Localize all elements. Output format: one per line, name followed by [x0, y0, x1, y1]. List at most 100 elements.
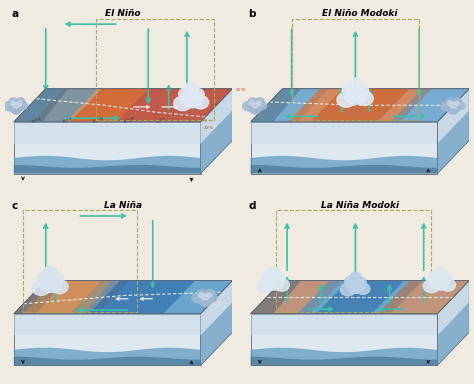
Circle shape	[429, 273, 450, 290]
Circle shape	[10, 101, 16, 106]
Text: El Niño Modoki: El Niño Modoki	[322, 9, 398, 18]
Circle shape	[423, 280, 440, 293]
Polygon shape	[251, 348, 438, 366]
Polygon shape	[14, 314, 201, 336]
Polygon shape	[89, 281, 195, 314]
Polygon shape	[14, 281, 64, 314]
Circle shape	[256, 102, 266, 110]
Circle shape	[185, 83, 198, 93]
Polygon shape	[251, 314, 438, 336]
Circle shape	[18, 102, 27, 110]
Circle shape	[346, 278, 365, 293]
Bar	[23, 210, 137, 312]
Circle shape	[450, 103, 457, 108]
Polygon shape	[23, 281, 111, 314]
Text: a: a	[11, 9, 18, 19]
Circle shape	[199, 293, 204, 298]
Circle shape	[198, 289, 207, 297]
Circle shape	[17, 101, 22, 106]
Circle shape	[201, 294, 209, 300]
Circle shape	[256, 101, 261, 106]
Circle shape	[454, 101, 459, 106]
Circle shape	[441, 102, 452, 111]
Polygon shape	[391, 89, 469, 122]
Bar	[276, 210, 430, 312]
Circle shape	[337, 92, 356, 107]
Text: La Niña Modoki: La Niña Modoki	[321, 201, 399, 210]
Polygon shape	[14, 89, 98, 122]
Polygon shape	[438, 281, 469, 366]
Text: 0°: 0°	[204, 119, 209, 122]
Circle shape	[243, 102, 254, 111]
Text: 160°E: 160°E	[62, 117, 74, 124]
Circle shape	[438, 272, 451, 283]
Circle shape	[11, 107, 21, 114]
Polygon shape	[288, 89, 432, 122]
Circle shape	[173, 96, 191, 111]
Text: 120°W: 120°W	[123, 116, 136, 124]
Circle shape	[263, 273, 284, 290]
Polygon shape	[70, 89, 232, 122]
Polygon shape	[14, 89, 232, 122]
Circle shape	[13, 103, 19, 108]
Polygon shape	[14, 357, 201, 366]
Polygon shape	[33, 89, 148, 122]
Circle shape	[350, 272, 361, 281]
Circle shape	[345, 276, 359, 287]
Polygon shape	[251, 89, 301, 122]
Polygon shape	[201, 110, 232, 174]
Circle shape	[249, 101, 255, 106]
Circle shape	[192, 293, 204, 303]
Polygon shape	[251, 357, 438, 366]
Text: d: d	[248, 201, 256, 211]
Circle shape	[428, 271, 443, 283]
Circle shape	[9, 98, 18, 105]
Text: b: b	[248, 9, 256, 19]
Polygon shape	[14, 122, 201, 174]
Polygon shape	[14, 281, 130, 314]
Circle shape	[340, 284, 356, 296]
Bar	[292, 18, 419, 120]
Circle shape	[192, 96, 209, 109]
Circle shape	[198, 293, 213, 305]
Circle shape	[354, 277, 366, 287]
Polygon shape	[438, 302, 469, 366]
Circle shape	[207, 293, 217, 302]
Circle shape	[180, 89, 203, 108]
Circle shape	[447, 101, 453, 106]
Polygon shape	[14, 165, 201, 174]
Text: El Niño: El Niño	[105, 9, 141, 18]
Circle shape	[449, 107, 458, 114]
Polygon shape	[251, 281, 469, 314]
Polygon shape	[70, 281, 232, 314]
Polygon shape	[201, 89, 232, 174]
Circle shape	[446, 98, 455, 105]
Circle shape	[446, 101, 461, 113]
Circle shape	[434, 267, 446, 276]
Polygon shape	[14, 314, 201, 366]
Polygon shape	[438, 110, 469, 174]
Polygon shape	[14, 348, 201, 366]
Circle shape	[342, 83, 359, 97]
Circle shape	[274, 279, 289, 291]
Polygon shape	[201, 281, 232, 366]
Circle shape	[248, 101, 263, 113]
Circle shape	[440, 279, 456, 291]
Text: 80°W: 80°W	[156, 117, 167, 124]
Circle shape	[257, 280, 273, 293]
Circle shape	[190, 88, 204, 100]
Text: 160°W: 160°W	[92, 116, 105, 124]
Circle shape	[37, 271, 55, 285]
Bar	[96, 18, 214, 120]
Polygon shape	[14, 89, 68, 122]
Circle shape	[32, 280, 50, 295]
Text: 20°S: 20°S	[204, 126, 213, 130]
Polygon shape	[251, 89, 469, 122]
Polygon shape	[251, 156, 438, 174]
Circle shape	[201, 299, 210, 306]
Polygon shape	[297, 281, 423, 314]
Circle shape	[455, 102, 465, 110]
Polygon shape	[310, 89, 410, 122]
Circle shape	[48, 272, 64, 285]
Polygon shape	[251, 281, 342, 314]
